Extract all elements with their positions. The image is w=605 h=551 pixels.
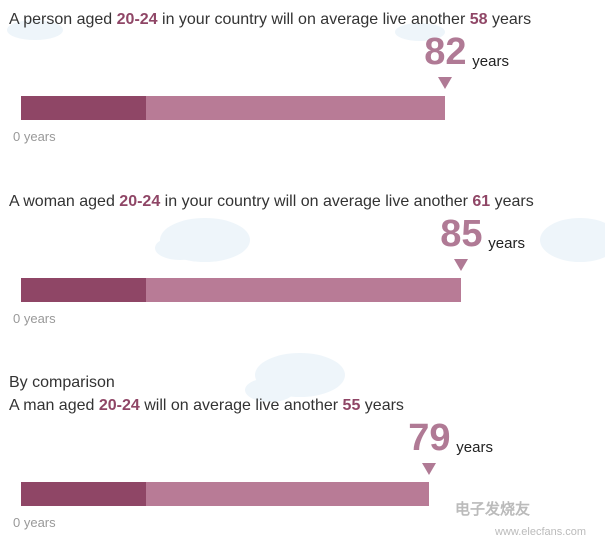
sentence-remaining: 61 xyxy=(472,193,491,210)
total-value: 79 xyxy=(408,417,451,459)
axis-label: 0 years xyxy=(13,311,56,326)
total-unit: years xyxy=(456,439,493,456)
watermark-brand: 电子发烧友 xyxy=(455,501,531,518)
sentence-prefix: A woman aged xyxy=(9,193,120,210)
marker xyxy=(454,259,469,271)
intro-text: By comparison xyxy=(9,374,115,391)
sentence-suffix: years xyxy=(487,11,532,28)
watermark-url: www.elecfans.com xyxy=(495,526,587,538)
marker xyxy=(438,77,453,89)
sentence-middle: will on average live another xyxy=(139,397,343,414)
sentence-prefix: A person aged xyxy=(9,11,117,28)
sentence-remaining: 58 xyxy=(469,11,488,28)
sentence-remaining: 55 xyxy=(342,397,361,414)
sentence-middle: in your country will on average live ano… xyxy=(160,193,473,210)
sentence-suffix: years xyxy=(490,193,534,210)
sentence-age: 20-24 xyxy=(98,397,140,414)
sentence-middle: in your country will on average live ano… xyxy=(157,11,470,28)
total-value: 85 xyxy=(440,213,483,255)
total-unit: years xyxy=(472,53,509,70)
age-bar xyxy=(21,96,146,120)
total-unit: years xyxy=(488,235,525,252)
sentence-prefix: A man aged xyxy=(9,397,99,414)
axis-label: 0 years xyxy=(13,129,56,144)
sentence: A woman aged 20-24 in your country will … xyxy=(9,192,534,212)
sentence: A person aged 20-24 in your country will… xyxy=(9,10,531,30)
age-bar xyxy=(21,278,146,302)
sentence-age: 20-24 xyxy=(116,11,158,28)
sentence: A man aged 20-24 will on average live an… xyxy=(9,396,404,416)
sentence-suffix: years xyxy=(360,397,404,414)
axis-label: 0 years xyxy=(13,515,56,530)
age-bar xyxy=(21,482,146,506)
sentence-age: 20-24 xyxy=(119,193,161,210)
total-value: 82 xyxy=(424,31,467,73)
marker xyxy=(422,463,437,475)
